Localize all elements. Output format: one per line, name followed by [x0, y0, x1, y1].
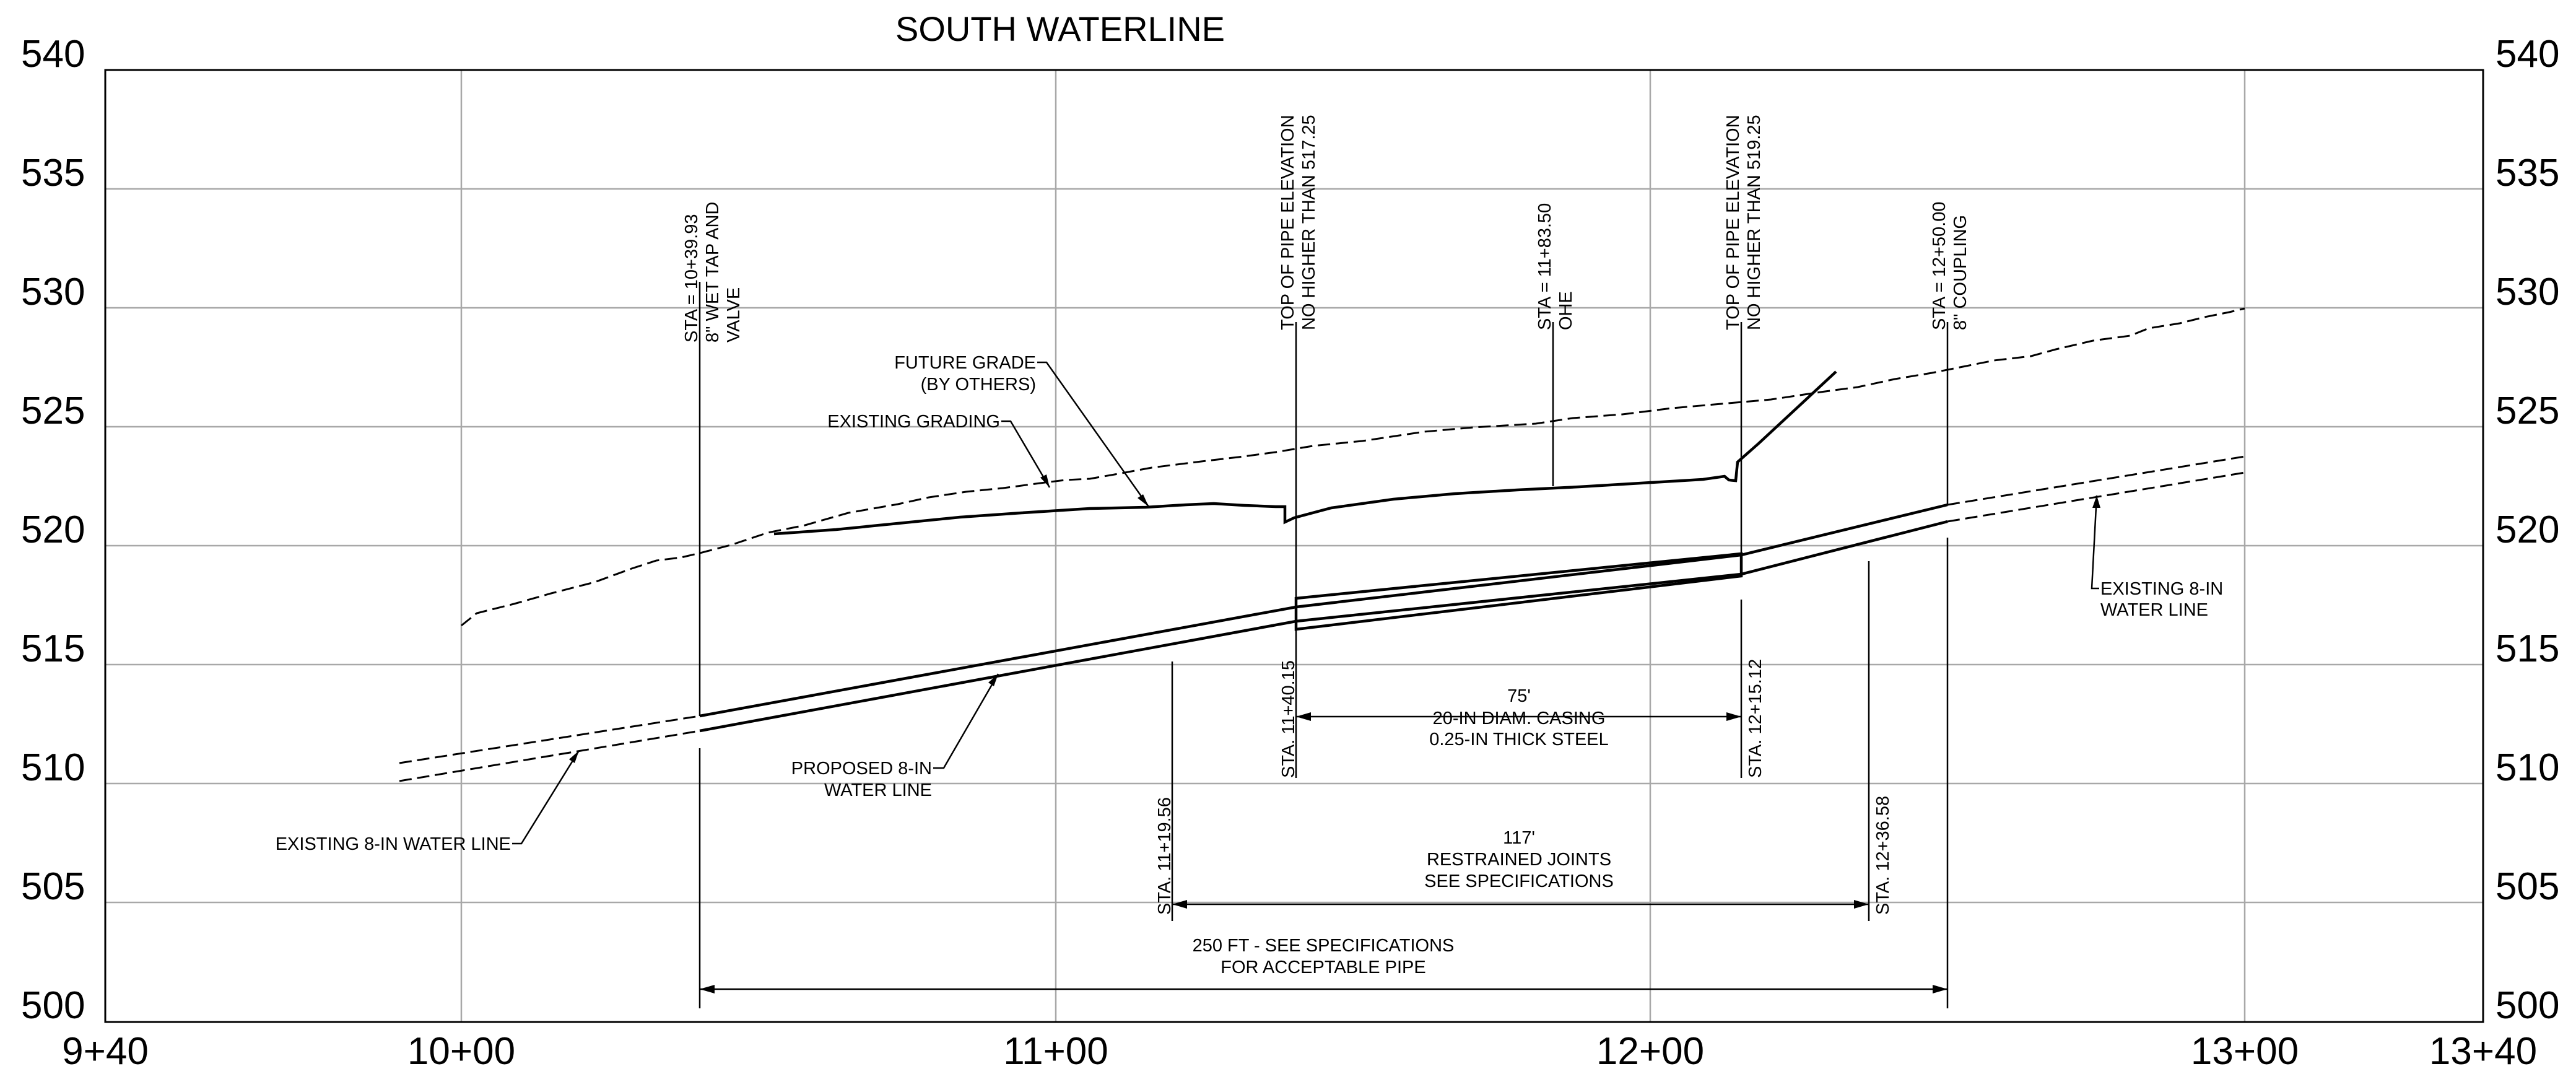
callout-text: VALVE	[724, 287, 744, 343]
dimension-text: 20-IN DIAM. CASING	[1433, 709, 1606, 728]
station-label: 11+00	[1003, 1030, 1108, 1073]
elevation-label: 540	[21, 33, 85, 76]
station-label: 9+40	[62, 1030, 149, 1073]
grid	[105, 70, 2483, 1022]
elevation-axis-left: 540 535 530 525 520 515 510 505 500	[21, 33, 85, 1027]
callout-text: EXISTING 8-IN	[2100, 579, 2223, 599]
existing-water-line-right	[1947, 455, 2245, 506]
elevation-label: 515	[21, 627, 85, 670]
dimension-total-length: 250 FT - SEE SPECIFICATIONS FOR ACCEPTAB…	[700, 936, 1947, 993]
callout-text: FUTURE GRADE	[894, 353, 1036, 373]
elevation-label: 540	[2496, 33, 2559, 76]
elevation-label: 530	[2496, 271, 2559, 313]
callout-text: TOP OF PIPE ELEVATION	[1723, 115, 1743, 330]
existing-water-line-left	[399, 715, 700, 764]
elevation-label: 520	[2496, 509, 2559, 551]
callout-text: (BY OTHERS)	[921, 375, 1036, 395]
callout-text: WATER LINE	[824, 780, 932, 800]
station-text: STA. 12+36.58	[1873, 796, 1893, 915]
elevation-label: 515	[2496, 627, 2559, 670]
proposed-water-line-top	[699, 503, 1948, 718]
callout-text: OHE	[1556, 291, 1576, 330]
callout-proposed-water-line: PROPOSED 8-IN WATER LINE	[791, 673, 999, 800]
callout-top-of-pipe-2: TOP OF PIPE ELEVATION NO HIGHER THAN 519…	[1723, 115, 1764, 330]
elevation-axis-right: 540 535 530 525 520 515 510 505 500	[2496, 33, 2559, 1027]
station-label: 12+00	[1596, 1030, 1704, 1073]
elevation-label: 525	[2496, 390, 2559, 432]
drawing-title: SOUTH WATERLINE	[895, 9, 1225, 48]
elevation-label: 500	[2496, 984, 2559, 1027]
dimension-restrained-joints: 117' RESTRAINED JOINTS SEE SPECIFICATION…	[1172, 828, 1869, 909]
steel-casing	[1294, 552, 1743, 631]
callout-text: STA = 10+39.93	[682, 214, 702, 343]
callout-existing-water-line-left: EXISTING 8-IN WATER LINE	[276, 750, 580, 854]
station-lines	[698, 282, 1949, 1008]
station-axis: 9+40 10+00 11+00 12+00 13+00 13+40	[62, 1030, 2537, 1073]
callout-existing-grading: EXISTING GRADING	[827, 412, 1051, 488]
station-text: STA. 11+19.56	[1155, 797, 1175, 915]
station-text: STA. 12+15.12	[1746, 659, 1765, 778]
callout-ohe: STA = 11+83.50 OHE	[1535, 203, 1576, 330]
plot-frame	[104, 69, 2484, 1023]
elevation-label: 505	[21, 865, 85, 908]
callout-text: PROPOSED 8-IN	[791, 759, 932, 779]
callout-text: STA = 11+83.50	[1535, 203, 1555, 330]
callout-top-of-pipe-1: TOP OF PIPE ELEVATION NO HIGHER THAN 517…	[1278, 115, 1319, 330]
elevation-label: 530	[21, 271, 85, 313]
callout-text: EXISTING 8-IN WATER LINE	[276, 834, 511, 854]
dimension-text: 117'	[1503, 828, 1535, 848]
station-label: 13+40	[2429, 1030, 2537, 1073]
callout-text: STA = 12+50.00	[1930, 202, 1949, 330]
callout-existing-water-line-right: EXISTING 8-IN WATER LINE	[2091, 495, 2223, 620]
callout-text: NO HIGHER THAN 517.25	[1299, 115, 1319, 330]
dimension-text: FOR ACCEPTABLE PIPE	[1221, 958, 1425, 977]
station-label: 13+00	[2191, 1030, 2299, 1073]
callout-text: 8" WET TAP AND	[703, 202, 723, 343]
dimension-casing: 75' 20-IN DIAM. CASING 0.25-IN THICK STE…	[1296, 686, 1741, 749]
station-text: STA. 11+40.15	[1279, 660, 1299, 778]
dimension-text: 75'	[1507, 686, 1531, 706]
dimension-text: RESTRAINED JOINTS	[1427, 850, 1611, 870]
elevation-label: 520	[21, 509, 85, 551]
proposed-water-line-bottom	[699, 520, 1948, 733]
dimension-text: 0.25-IN THICK STEEL	[1429, 730, 1609, 749]
callout-sta-12-50: STA = 12+50.00 8" COUPLING	[1930, 202, 1970, 330]
station-label: 10+00	[407, 1030, 515, 1073]
elevation-label: 535	[2496, 152, 2559, 194]
station-dimension-labels: STA. 11+40.15 STA. 12+15.12 STA. 11+19.5…	[1155, 659, 1893, 915]
elevation-label: 510	[21, 746, 85, 789]
callout-text: 8" COUPLING	[1951, 215, 1970, 330]
elevation-label: 535	[21, 152, 85, 194]
future-grade-line	[773, 370, 1837, 536]
elevation-label: 525	[21, 390, 85, 432]
elevation-label: 510	[2496, 746, 2559, 789]
callout-future-grade: FUTURE GRADE (BY OTHERS)	[894, 353, 1150, 507]
elevation-label: 500	[21, 984, 85, 1027]
dimension-text: SEE SPECIFICATIONS	[1424, 871, 1614, 891]
existing-water-line-left	[399, 730, 700, 782]
dimension-text: 250 FT - SEE SPECIFICATIONS	[1193, 936, 1455, 956]
callout-sta-10-39: STA = 10+39.93 8" WET TAP AND VALVE	[682, 202, 744, 343]
existing-grading-line	[461, 307, 2245, 627]
callout-text: NO HIGHER THAN 519.25	[1744, 115, 1764, 330]
elevation-label: 505	[2496, 865, 2559, 908]
callout-text: EXISTING GRADING	[827, 412, 1000, 432]
callout-text: WATER LINE	[2100, 600, 2208, 620]
callout-text: TOP OF PIPE ELEVATION	[1278, 115, 1298, 330]
